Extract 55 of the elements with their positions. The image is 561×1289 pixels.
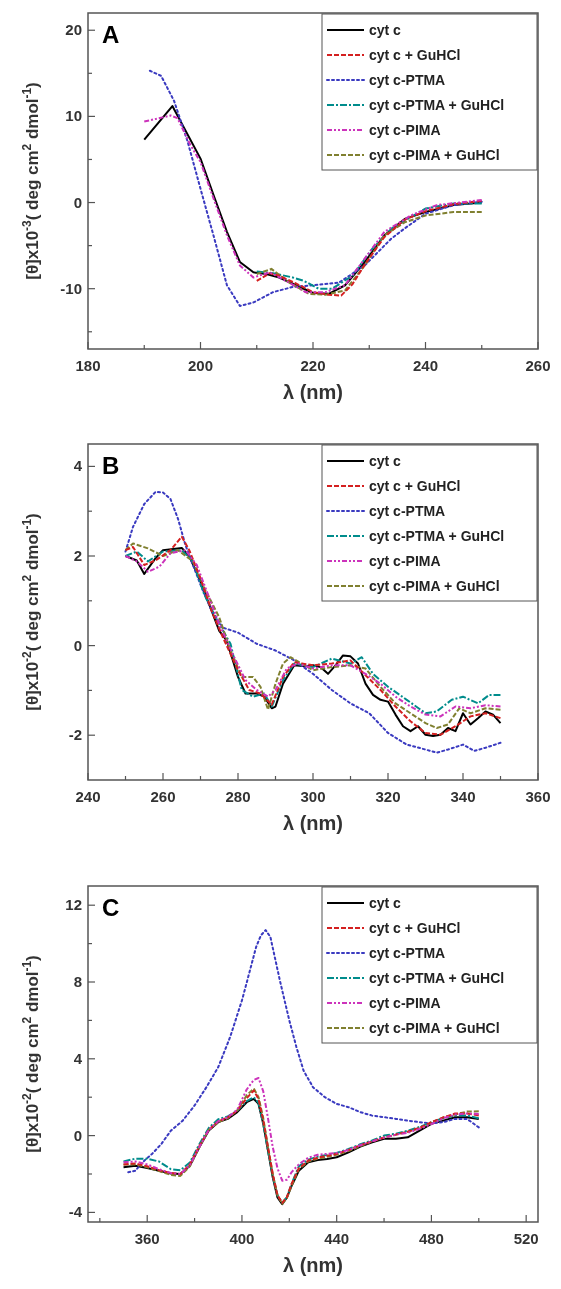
legend-label: cyt c-PIMA + GuHCl [369, 147, 500, 163]
x-tick-label: 400 [229, 1230, 255, 1247]
legend-label: cyt c-PIMA [369, 122, 441, 138]
x-tick-label: 280 [225, 788, 251, 805]
x-axis-title: λ (nm) [283, 812, 343, 834]
x-tick-label: 340 [450, 788, 476, 805]
y-tick-label: 12 [65, 896, 82, 914]
line-series [122, 1077, 480, 1182]
y-tick-label: -2 [68, 726, 82, 744]
y-tick-label: -10 [60, 279, 82, 297]
x-tick-label: 360 [134, 1230, 160, 1247]
legend-label: cyt c [369, 22, 402, 38]
legend-label: cyt c + GuHCl [369, 478, 461, 494]
legend-label: cyt c-PTMA + GuHCl [369, 97, 505, 113]
y-tick-label: 8 [73, 973, 82, 990]
y-tick-label: 4 [73, 457, 83, 475]
y-tick-label: 0 [73, 193, 82, 211]
x-tick-label: 260 [150, 788, 176, 805]
y-tick-label: 20 [65, 21, 82, 39]
legend-label: cyt c-PIMA + GuHCl [369, 578, 500, 594]
chart-title: A [102, 21, 120, 48]
y-tick-label: 0 [73, 636, 82, 654]
legend-label: cyt c-PTMA [369, 945, 446, 961]
legend-label: cyt c-PTMA + GuHCl [369, 528, 505, 544]
y-tick-label: 0 [73, 1126, 82, 1144]
legend-label: cyt c [369, 895, 402, 911]
x-tick-label: 200 [187, 357, 214, 374]
y-tick-label: 2 [73, 547, 82, 564]
x-tick-label: 300 [300, 788, 326, 805]
legend-label: cyt c [369, 453, 402, 469]
x-axis-title: λ (nm) [283, 381, 343, 403]
legend-label: cyt c + GuHCl [369, 920, 461, 936]
x-tick-label: 220 [300, 357, 326, 374]
x-tick-label: 260 [525, 357, 551, 374]
y-tick-label: -4 [68, 1203, 83, 1221]
x-tick-label: 520 [513, 1230, 539, 1247]
x-tick-label: 240 [75, 788, 101, 805]
legend-label: cyt c-PTMA + GuHCl [369, 970, 505, 986]
legend-label: cyt c-PIMA [369, 995, 441, 1011]
y-tick-label: 4 [73, 1049, 83, 1067]
legend-label: cyt c + GuHCl [369, 47, 461, 63]
x-axis-title: λ (nm) [283, 1254, 343, 1276]
x-tick-label: 320 [375, 788, 401, 805]
x-tick-label: 480 [418, 1230, 444, 1247]
chart-title: B [102, 452, 120, 479]
x-tick-label: 440 [324, 1230, 350, 1247]
chart-title: C [102, 894, 120, 921]
x-tick-label: 180 [75, 357, 101, 374]
legend-label: cyt c-PTMA [369, 503, 446, 519]
x-tick-label: 240 [412, 357, 439, 374]
x-tick-label: 360 [525, 788, 551, 805]
legend-label: cyt c-PIMA + GuHCl [369, 1020, 500, 1036]
y-tick-label: 10 [65, 107, 82, 125]
legend-label: cyt c-PTMA [369, 72, 446, 88]
legend-label: cyt c-PIMA [369, 553, 441, 569]
